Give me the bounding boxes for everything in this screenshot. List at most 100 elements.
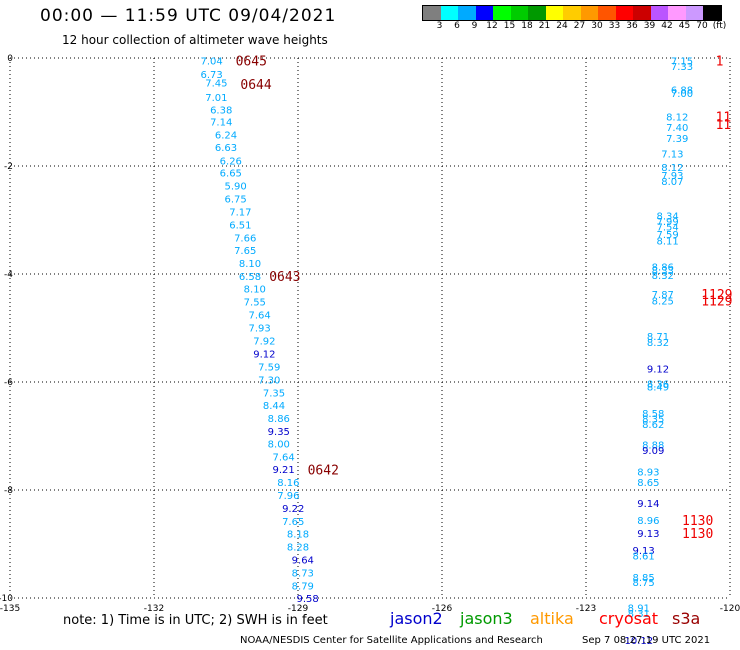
swh-value-label: 7.64: [248, 311, 270, 322]
swh-value-label: 8.49: [647, 382, 669, 393]
pass-time-label: 0644: [240, 78, 271, 93]
color-swatch: [475, 6, 493, 20]
color-scale-label: 9: [471, 21, 478, 31]
swh-value-label: 9.22: [282, 504, 304, 515]
color-swatch: [703, 6, 721, 20]
swh-value-label: 8.18: [287, 530, 309, 541]
swh-value-label: 9.13: [637, 529, 659, 540]
swh-value-label: 8.73: [292, 569, 314, 580]
color-scale-label: 45: [678, 21, 691, 31]
swh-value-label: 7.33: [671, 62, 693, 73]
color-scale-label: 24: [556, 21, 568, 31]
swh-value-label: 8.65: [637, 478, 659, 489]
swh-value-label: 8.62: [642, 420, 664, 431]
swh-value-label: 8.93: [637, 468, 659, 479]
footer-note: note: 1) Time is in UTC; 2) SWH is in fe…: [63, 613, 328, 628]
swh-value-label: 7.13: [661, 150, 683, 161]
color-swatch: [668, 6, 686, 20]
swh-value-label: 6.65: [220, 168, 242, 179]
swh-value-label: 6.38: [210, 105, 232, 116]
swh-value-label: 7.59: [258, 362, 280, 373]
swh-value-label: 8.88: [642, 441, 664, 452]
color-swatch: [545, 6, 563, 20]
pass-time-label: 1130: [682, 527, 713, 542]
swh-value-label: 6.88: [671, 85, 693, 96]
color-scale-label: 21: [538, 21, 551, 31]
swh-value-label: 7.99: [656, 217, 678, 228]
swh-value-label: 9.64: [292, 556, 314, 567]
chart-title: 00:00 — 11:59 UTC 09/04/2021: [40, 6, 337, 26]
swh-value-label: 6.24: [215, 131, 237, 142]
y-tick-label: -6: [4, 378, 13, 388]
swh-value-label: 6.63: [215, 143, 237, 154]
swh-value-label: 8.58: [642, 409, 664, 420]
color-swatch: [633, 6, 651, 20]
swh-value-label: 8.10: [239, 259, 261, 270]
swh-value-label: 9.35: [268, 427, 290, 438]
pass-time-label: 0645: [236, 55, 267, 70]
swh-value-label: 7.96: [277, 491, 299, 502]
swh-value-label: 9.12: [647, 365, 669, 376]
swh-value-label: 7.59: [656, 230, 678, 241]
swh-value-label: 8.96: [637, 516, 659, 527]
swh-value-label: 8.86: [268, 414, 290, 425]
pass-time-label: 11: [716, 110, 732, 125]
legend-jason3: jason3: [460, 609, 513, 628]
swh-value-label: 8.75: [632, 578, 654, 589]
color-scale-label: 27: [573, 21, 586, 31]
swh-value-label: 8.12: [666, 112, 688, 123]
x-tick-label: -135: [0, 604, 20, 614]
swh-value-label: 8.85: [632, 573, 654, 584]
swh-value-label: 8.28: [287, 543, 309, 554]
swh-value-label: 8.71: [647, 332, 669, 343]
swh-value-label: 8.32: [647, 338, 669, 349]
y-tick-label: -2: [4, 162, 13, 172]
pass-time-label: 11: [716, 118, 732, 133]
color-scale-label: 3: [436, 21, 443, 31]
swh-value-label: 8.32: [652, 271, 674, 282]
color-swatch: [580, 6, 598, 20]
swh-value-label: 8.31: [628, 609, 650, 620]
swh-value-label: 9.13: [632, 546, 654, 557]
swh-value-label: 8.34: [656, 212, 678, 223]
swh-value-label: 8.61: [632, 551, 654, 562]
swh-value-label: 8.35: [642, 415, 664, 426]
swh-value-label: 9.09: [642, 446, 664, 457]
swh-value-label: 10.12: [624, 636, 653, 647]
color-swatch: [528, 6, 546, 20]
swh-value-label: 8.79: [292, 582, 314, 593]
pass-time-label: 0642: [308, 463, 339, 478]
swh-value-label: 8.07: [661, 177, 683, 188]
pass-time-label: 0643: [269, 270, 300, 285]
pass-time-label: 1: [716, 55, 724, 70]
swh-value-label: 9.21: [272, 465, 294, 476]
color-scale-label: 6: [454, 21, 460, 31]
swh-value-label: 8.36: [647, 380, 669, 391]
swh-value-label: 7.17: [229, 207, 251, 218]
swh-value-label: 7.01: [205, 93, 227, 104]
legend-cryosat: cryosat: [599, 609, 659, 628]
pass-time-label: 1129: [701, 294, 732, 309]
color-scale-label: 30: [591, 21, 603, 31]
swh-value-label: 8.33: [652, 266, 674, 277]
color-scale-label: (ft): [712, 21, 727, 31]
color-scale-label: 70: [696, 21, 708, 31]
legend-s3a: s3a: [672, 609, 701, 628]
x-tick-label: -132: [144, 604, 164, 614]
swh-value-label: 7.65: [282, 517, 304, 528]
color-swatch: [598, 6, 616, 20]
y-tick-label: -8: [4, 486, 13, 496]
credit-text: NOAA/NESDIS Center for Satellite Applica…: [240, 635, 543, 646]
swh-value-label: 7.00: [671, 89, 693, 100]
color-scale-bar: [422, 5, 722, 21]
color-swatch: [493, 6, 511, 20]
legend-jason2: jason2: [390, 609, 443, 628]
color-scale-label: 39: [643, 21, 656, 31]
swh-value-label: 8.91: [628, 604, 650, 615]
color-scale-label: 33: [608, 21, 621, 31]
swh-value-label: 7.64: [272, 453, 294, 464]
swh-value-label: 8.12: [661, 163, 683, 174]
y-tick-label: 0: [7, 54, 13, 64]
swh-value-label: 8.00: [268, 440, 290, 451]
swh-value-label: 6.73: [200, 70, 222, 81]
